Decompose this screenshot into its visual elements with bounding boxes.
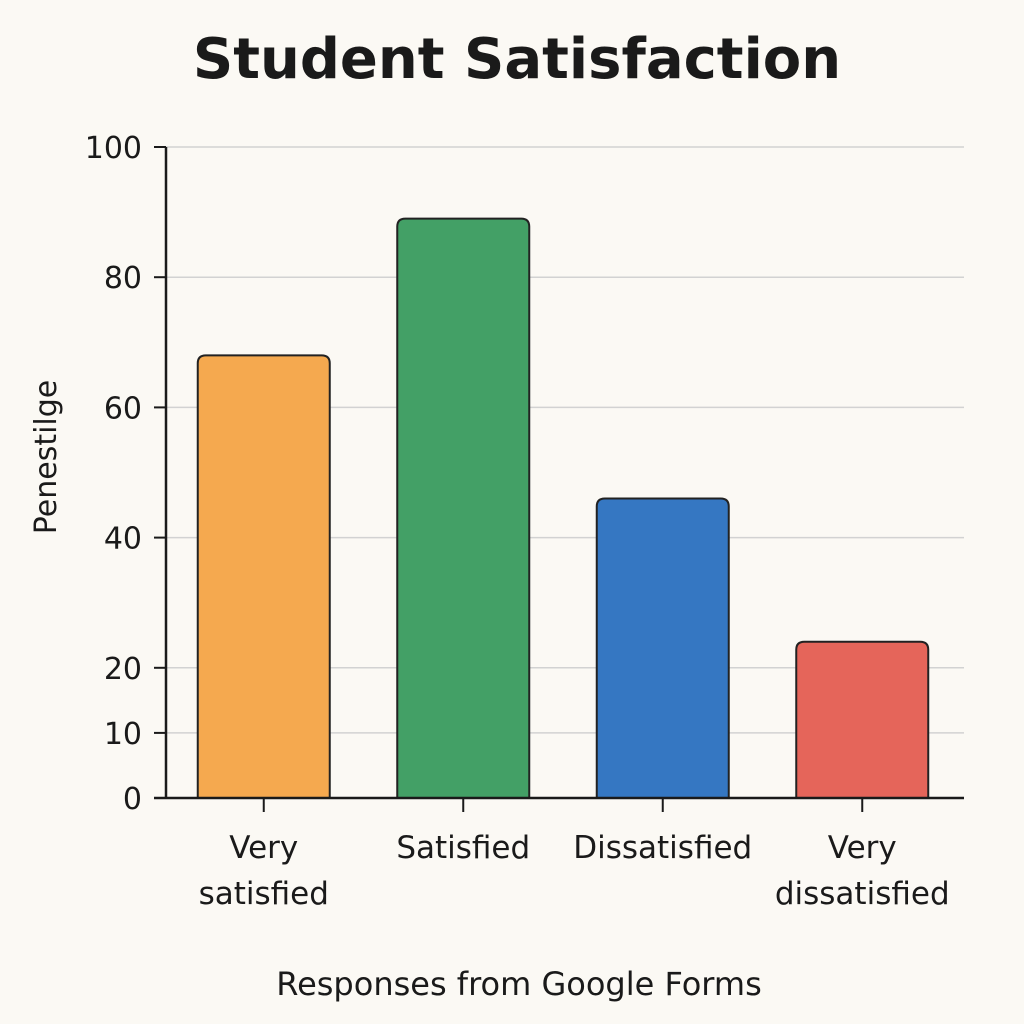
x-tick-label: dissatisfied [775, 876, 950, 912]
y-tick-label: 20 [104, 652, 142, 687]
bars [196, 217, 930, 799]
x-tick-label: Very [828, 830, 897, 866]
y-axis-title: Penestilge [29, 380, 64, 535]
x-tick-label: Dissatisfied [573, 830, 752, 866]
y-tick-label: 10 [104, 717, 142, 752]
y-tick-label: 40 [104, 522, 142, 557]
chart-title: Student Satisfaction [193, 27, 841, 92]
y-tick-label: 0 [123, 782, 142, 817]
y-tick-label: 60 [104, 391, 142, 426]
x-axis-title: Responses from Google Forms [276, 965, 761, 1003]
x-tick-label: Satisfied [396, 830, 530, 866]
x-tick-label: satisfied [199, 876, 329, 912]
bar-0 [196, 354, 331, 799]
x-tick-label: Very [229, 830, 298, 866]
axes [154, 146, 964, 812]
labels: 0 10 20 40 60 80 100 Very satisfied Satisfied Diss… [85, 131, 950, 912]
bar-1 [396, 217, 531, 799]
bar-3 [795, 640, 930, 799]
y-tick-label: 80 [104, 261, 142, 296]
bar-2 [595, 497, 730, 799]
y-tick-label: 100 [85, 131, 142, 166]
